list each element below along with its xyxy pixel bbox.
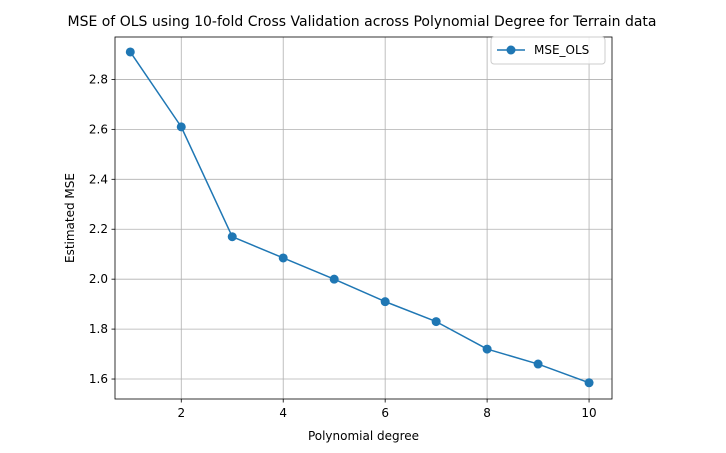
- y-tick-label: 2.6: [89, 122, 108, 136]
- y-tick-label: 1.8: [89, 322, 108, 336]
- y-tick-label: 2.0: [89, 272, 108, 286]
- data-point: [176, 122, 186, 132]
- data-point: [431, 317, 441, 327]
- legend-box: [490, 36, 606, 65]
- y-tick-label: 2.4: [89, 172, 108, 186]
- plot-area: 2 4 6 8 10 1.6 1.8 2.0 2.2 2.4 2.6 2.8: [89, 36, 613, 420]
- legend: MSE_OLS: [490, 36, 606, 65]
- data-point: [227, 232, 237, 242]
- plot-frame: [114, 36, 613, 400]
- x-axis-label: Polynomial degree: [308, 429, 419, 443]
- series-layer: [125, 47, 594, 388]
- y-tick-label: 2.8: [89, 72, 108, 86]
- data-point: [125, 47, 135, 57]
- axis-ticks: 2 4 6 8 10 1.6 1.8 2.0 2.2 2.4 2.6 2.8: [89, 72, 597, 420]
- plot-background: [115, 37, 612, 399]
- legend-label-mse-ols: MSE_OLS: [534, 43, 589, 57]
- data-point: [380, 297, 390, 307]
- chart-title: MSE of OLS using 10-fold Cross Validatio…: [67, 14, 656, 30]
- series-line-mse-ols: [129, 51, 590, 384]
- y-tick-label: 2.2: [89, 222, 108, 236]
- y-axis-label: Estimated MSE: [63, 173, 77, 263]
- data-point: [533, 359, 543, 369]
- data-point: [584, 378, 594, 388]
- data-point: [329, 274, 339, 284]
- x-tick-label: 2: [177, 406, 185, 420]
- x-tick-label: 6: [381, 406, 389, 420]
- grid: [115, 37, 612, 399]
- x-tick-label: 4: [279, 406, 287, 420]
- y-tick-label: 1.6: [89, 372, 108, 386]
- x-tick-label: 10: [581, 406, 596, 420]
- x-tick-label: 8: [483, 406, 491, 420]
- data-point: [482, 344, 492, 354]
- data-point: [278, 253, 288, 263]
- legend-marker-mse-ols: [506, 45, 516, 55]
